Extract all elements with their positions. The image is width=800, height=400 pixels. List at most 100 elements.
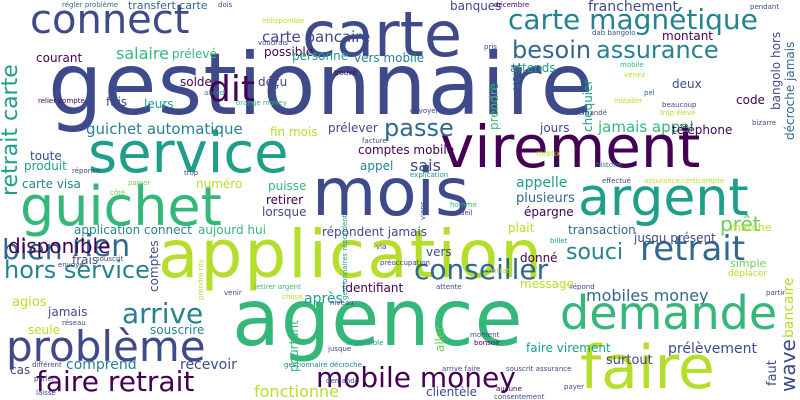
word-vertical: veut bbox=[509, 63, 523, 90]
word: dois bbox=[218, 1, 233, 9]
word: aujourd hui bbox=[198, 223, 266, 237]
word: problème bbox=[6, 322, 206, 371]
word: abord bbox=[204, 89, 225, 97]
word: fonctionne bbox=[254, 382, 339, 400]
word: disponible bbox=[8, 234, 111, 258]
word: pendant bbox=[750, 3, 780, 11]
word: toute bbox=[30, 149, 62, 163]
word: bonsoir bbox=[474, 339, 500, 347]
word-vertical: retrait carte bbox=[0, 64, 23, 196]
word: souci bbox=[566, 240, 624, 265]
word: besoin bbox=[512, 36, 592, 64]
word: préoccupation bbox=[380, 259, 431, 267]
word: retirer argent bbox=[254, 283, 301, 291]
word: mobiles money bbox=[586, 286, 709, 305]
word: mobile bbox=[620, 61, 644, 69]
word: faire virement bbox=[526, 341, 611, 355]
word: fais bbox=[106, 95, 128, 109]
word-vertical: bangolo hors bbox=[769, 31, 783, 110]
word: indisponible bbox=[262, 17, 305, 25]
word: installer bbox=[614, 97, 643, 105]
word: lorsque bbox=[262, 205, 307, 219]
word-vertical: décroche jamais bbox=[783, 41, 797, 140]
word: guichet automatique bbox=[86, 120, 243, 138]
word: pel bbox=[644, 89, 655, 97]
word: donné bbox=[520, 251, 558, 265]
word: trop élevé bbox=[660, 109, 696, 117]
word: laisse bbox=[36, 389, 56, 397]
word: guichet bbox=[20, 175, 222, 238]
word: billet bbox=[550, 237, 568, 245]
word: papier bbox=[128, 179, 151, 187]
word: facture bbox=[362, 137, 387, 145]
word: transaction bbox=[568, 223, 636, 237]
word: pris bbox=[484, 43, 497, 51]
word: surtout bbox=[606, 353, 653, 368]
word: personne bbox=[292, 49, 349, 63]
word: possible bbox=[264, 45, 314, 59]
word: souscrit assurance bbox=[506, 365, 572, 373]
word: souscrire bbox=[150, 323, 205, 337]
word-vertical: wave bbox=[776, 339, 800, 392]
word: bizarre bbox=[752, 119, 777, 127]
word-vertical: comptes bbox=[147, 240, 161, 292]
word: explication bbox=[410, 171, 449, 179]
word: identifiant bbox=[342, 281, 404, 295]
word: mois bbox=[312, 154, 470, 231]
word: carte visa bbox=[22, 177, 81, 191]
word: venir bbox=[224, 289, 242, 297]
word: vers bbox=[426, 245, 452, 259]
word: banques bbox=[450, 0, 502, 13]
word: répond bbox=[570, 283, 595, 291]
word: histoire bbox=[596, 161, 623, 169]
word: frais bbox=[72, 253, 99, 267]
word: prêt bbox=[720, 212, 761, 236]
word: via bbox=[376, 243, 387, 251]
word-vertical: viens bbox=[419, 201, 427, 220]
word: mobile money bbox=[316, 361, 516, 394]
word-vertical: chéquier bbox=[581, 79, 595, 132]
word: régler problème bbox=[62, 1, 119, 9]
word: carte bancaire bbox=[262, 28, 371, 46]
word: comptes mobile bbox=[358, 143, 455, 157]
word: bien bbox=[2, 233, 63, 266]
word: simple bbox=[730, 257, 767, 270]
word: prélever bbox=[328, 121, 378, 135]
word: parler bbox=[34, 375, 55, 383]
word: assurance certicompte bbox=[644, 177, 725, 185]
word: agence bbox=[232, 274, 524, 364]
word: courant bbox=[36, 51, 83, 65]
word: demandé bbox=[574, 109, 608, 117]
word: connect bbox=[30, 0, 190, 43]
word: vers mobile bbox=[354, 51, 425, 65]
word: sais bbox=[410, 156, 441, 175]
word: recevoir bbox=[180, 357, 237, 373]
word: rien bbox=[72, 229, 131, 264]
word: montant bbox=[662, 29, 714, 43]
word: homme bbox=[450, 201, 477, 209]
word: différent bbox=[32, 361, 62, 369]
word: impossible bbox=[346, 339, 384, 347]
word: déplacer bbox=[728, 269, 768, 279]
word: contrat bbox=[484, 267, 510, 275]
word: attends bbox=[510, 61, 556, 75]
word: côté bbox=[110, 189, 126, 197]
word: gestionnaire décroche bbox=[284, 361, 362, 369]
word: arrive faire bbox=[442, 365, 481, 373]
word: passe bbox=[384, 114, 454, 142]
word: solde bbox=[180, 75, 212, 89]
word: virement bbox=[440, 113, 701, 181]
word: application bbox=[158, 216, 545, 293]
word: transfert carte bbox=[128, 0, 208, 12]
word: gestionnaire bbox=[48, 35, 595, 135]
word: dab bangolo bbox=[592, 29, 636, 37]
word: orange money bbox=[236, 99, 287, 107]
word: réponse bbox=[72, 167, 101, 175]
word: leurs bbox=[144, 97, 174, 111]
word: cas bbox=[10, 363, 31, 377]
word: retirer bbox=[266, 193, 304, 207]
word: demande bbox=[560, 286, 778, 340]
word: déçu bbox=[258, 75, 288, 89]
word: appelle bbox=[516, 175, 568, 191]
